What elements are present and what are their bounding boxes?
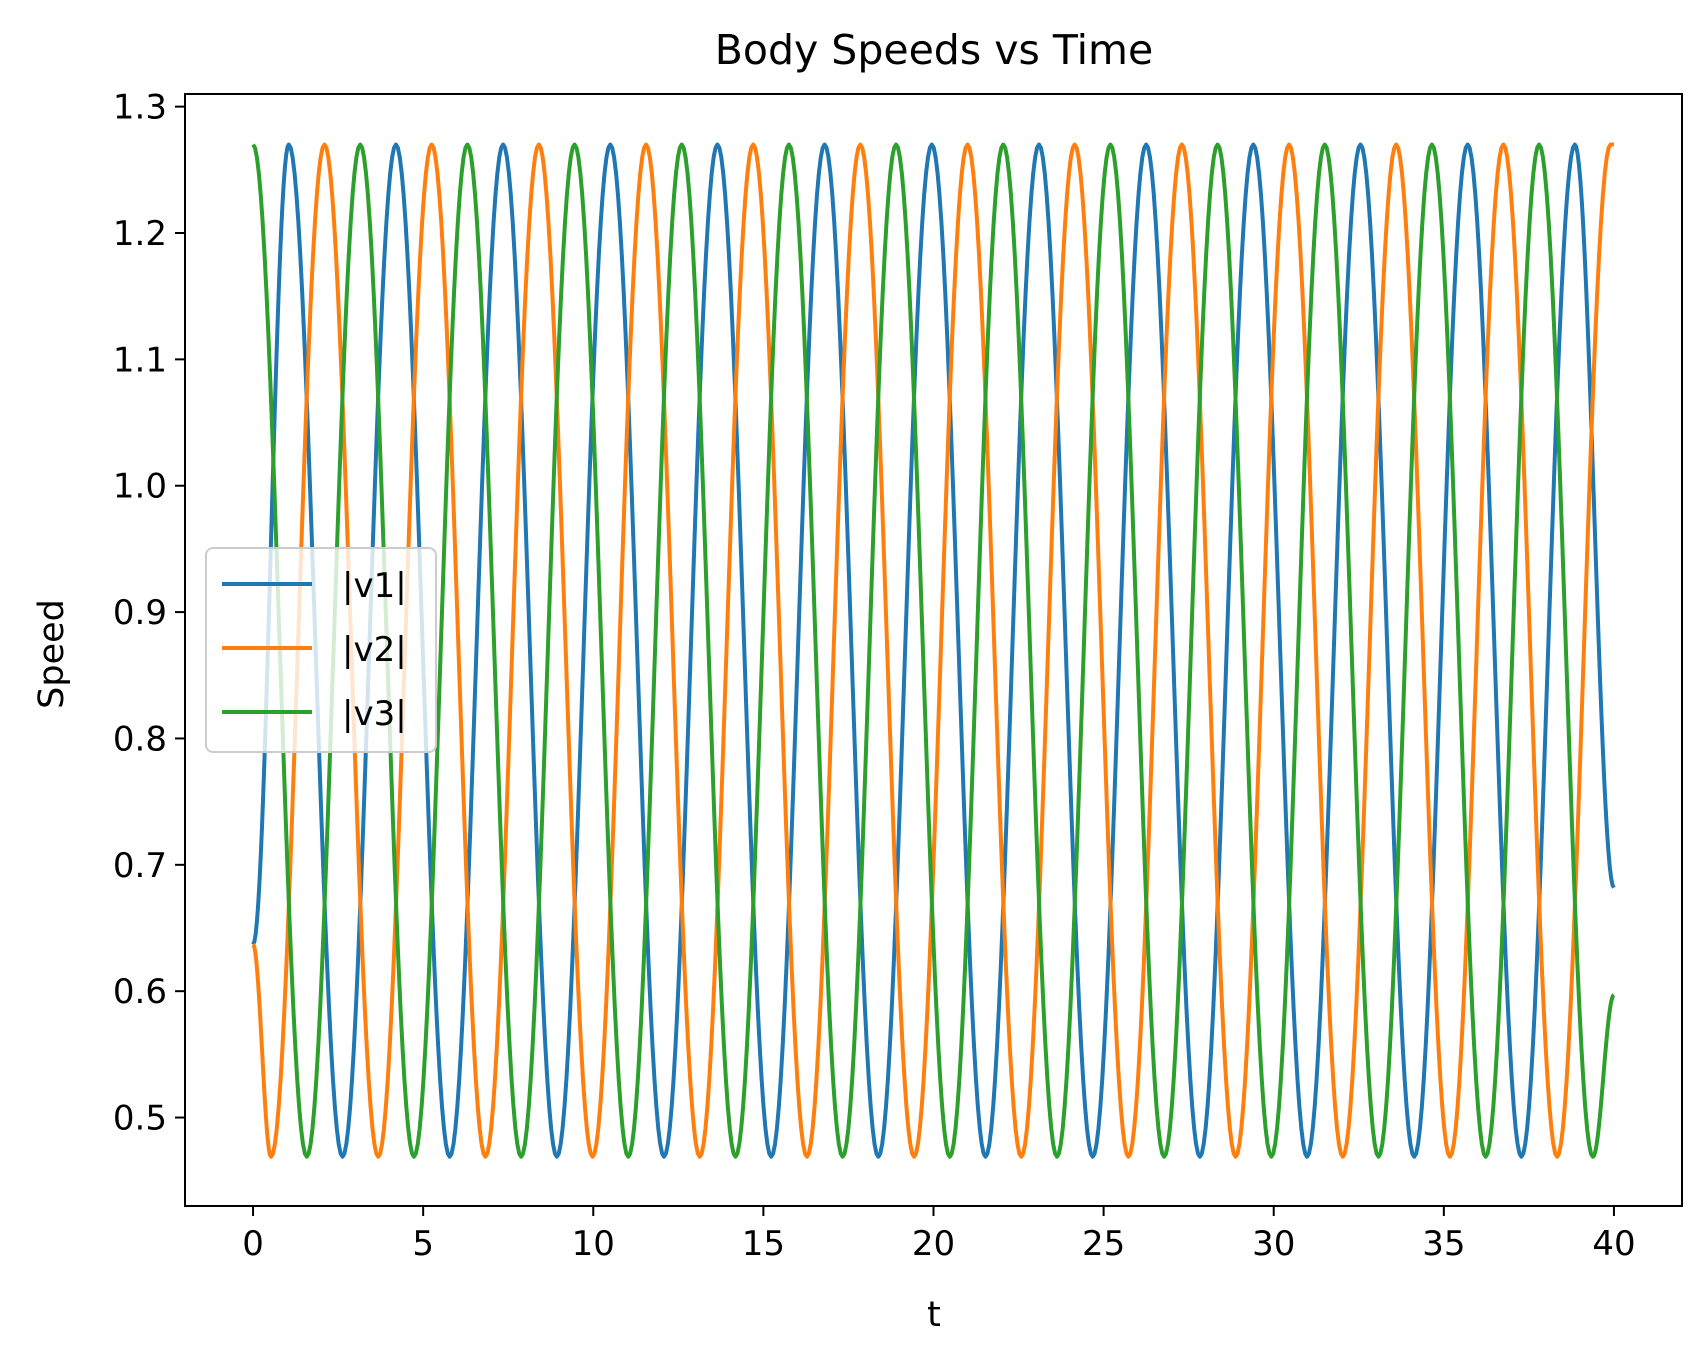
x-tick-label: 35: [1422, 1224, 1465, 1264]
y-tick-label: 0.8: [113, 719, 167, 759]
y-tick-label: 1.2: [113, 214, 167, 254]
y-tick-label: 1.0: [113, 467, 167, 507]
x-tick-label: 40: [1592, 1224, 1635, 1264]
y-tick-label: 0.5: [113, 1099, 167, 1139]
chart-title: Body Speeds vs Time: [715, 26, 1153, 74]
x-axis-ticks: 0 5 10 15 20 25 30 35 40: [242, 1206, 1636, 1264]
x-axis-label: t: [927, 1295, 941, 1335]
y-axis-ticks: 0.5 0.6 0.7 0.8 0.9 1.0 1.1 1.2 1.3: [113, 88, 185, 1139]
legend-box: [205, 547, 437, 753]
legend-label-v1: |v1|: [342, 566, 407, 606]
y-axis-label: Speed: [32, 599, 72, 709]
x-tick-label: 30: [1252, 1224, 1295, 1264]
series-lines: [251, 142, 1616, 1159]
y-tick-label: 0.6: [113, 972, 167, 1012]
legend-label-v2: |v2|: [342, 630, 407, 670]
series-line-v2: [251, 142, 1616, 1159]
y-tick-label: 1.3: [113, 88, 167, 128]
series-line-v3: [251, 142, 1616, 1159]
x-tick-label: 15: [742, 1224, 785, 1264]
y-tick-label: 1.1: [113, 340, 167, 380]
x-tick-label: 25: [1082, 1224, 1125, 1264]
y-tick-label: 0.7: [113, 846, 167, 886]
x-tick-label: 0: [242, 1224, 264, 1264]
legend: |v1| |v2| |v3|: [205, 547, 437, 753]
x-tick-label: 20: [912, 1224, 955, 1264]
x-tick-label: 5: [412, 1224, 434, 1264]
legend-label-v3: |v3|: [342, 694, 407, 734]
y-tick-label: 0.9: [113, 593, 167, 633]
x-tick-label: 10: [572, 1224, 615, 1264]
